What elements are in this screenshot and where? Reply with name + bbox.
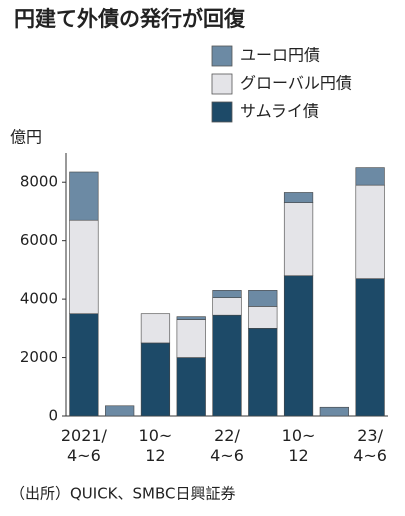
legend-label: グローバル円債 (240, 74, 352, 93)
x-tick-label: 23/4~6 (353, 426, 387, 465)
bar-segment (355, 184, 385, 279)
legend-swatch (211, 101, 233, 123)
x-tick-label: 2021/4~6 (61, 426, 108, 465)
legend-label: サムライ債 (240, 102, 319, 121)
bar-segment (283, 192, 314, 203)
legend-swatch (211, 45, 233, 67)
bar-segment (355, 167, 385, 186)
bar-segment (248, 328, 278, 417)
bar-segment (140, 342, 171, 417)
y-tick-label: 6000 (20, 231, 58, 249)
bar-segment (176, 316, 206, 320)
bar-segment (319, 406, 349, 417)
bar-segment (212, 314, 242, 417)
y-tick-label: 4000 (20, 290, 58, 308)
x-tick-label: 22/4~6 (210, 426, 244, 465)
y-tick-label: 2000 (20, 348, 58, 366)
bar-segment (283, 202, 314, 277)
bar-segment (248, 290, 278, 307)
x-tick-label: 10~ 12 (282, 426, 316, 465)
bar-segment (176, 357, 206, 417)
bar-segment (176, 319, 206, 358)
bar-segment (105, 405, 135, 417)
source: （出所）QUICK、SMBC日興証券 (10, 485, 235, 503)
bar-segment (140, 313, 171, 344)
legend-swatch (211, 73, 233, 95)
y-tick-label: 0 (48, 407, 58, 425)
y-tick-label: 8000 (20, 173, 58, 191)
y-unit: 億円 (10, 128, 42, 147)
bar-segment (248, 306, 278, 329)
chart-title: 円建て外債の発行が回復 (14, 7, 246, 31)
x-tick-label: 10~ 12 (139, 426, 173, 465)
bar-segment (69, 219, 99, 315)
bar-segment (355, 278, 385, 417)
bar-segment (69, 313, 99, 417)
bar-segment (69, 171, 99, 221)
bar-segment (212, 290, 242, 298)
bar-segment (283, 275, 314, 417)
legend-label: ユーロ円債 (240, 46, 320, 65)
bar-segment (212, 297, 242, 316)
